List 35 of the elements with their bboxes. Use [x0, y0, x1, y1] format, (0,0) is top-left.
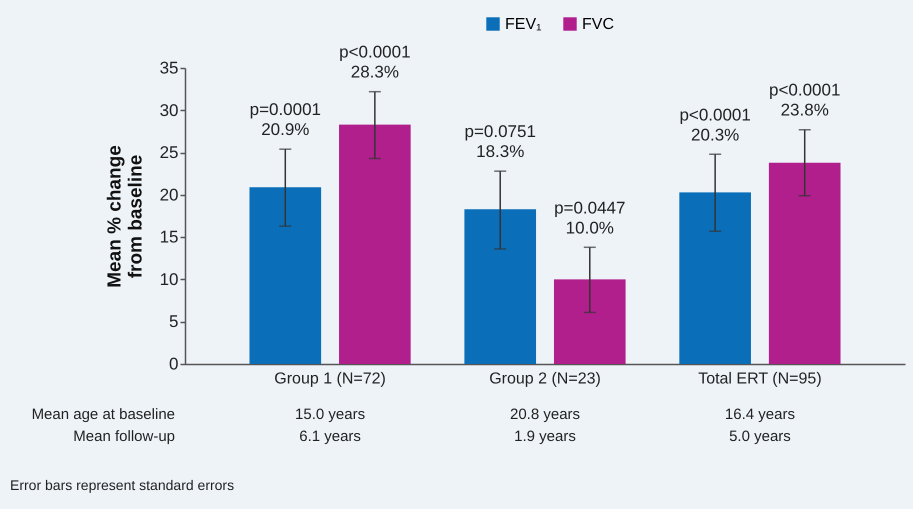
text: 1.9 years — [514, 428, 576, 445]
data-label: p<0.0001 23.8% — [769, 80, 840, 120]
text: 15.0 years — [295, 406, 366, 423]
x-tick-label: Total ERT (N=95) — [698, 370, 822, 388]
y-tick-label: 20 — [160, 185, 178, 204]
bar — [768, 162, 841, 364]
y-tick-label: 30 — [160, 100, 178, 120]
x-tick-label: Group 1 (N=72) — [274, 370, 386, 388]
x-tick-label: Group 2 (N=23) — [489, 370, 601, 388]
y-tick-label: 5 — [169, 312, 178, 332]
bar — [464, 209, 536, 364]
text: 5.0 years — [729, 428, 791, 445]
bar — [554, 279, 626, 364]
data-label: p<0.0001 20.3% — [679, 105, 751, 144]
legend-label: FVC — [582, 16, 614, 33]
data-label: p=0.0447 10.0% — [554, 198, 626, 238]
bar — [339, 124, 411, 364]
y-tick-label: 35 — [160, 58, 178, 78]
y-tick-label: 0 — [169, 354, 178, 374]
data-label: p=0.0751 18.3% — [464, 122, 536, 162]
y-axis-title: Mean % change from baseline — [104, 145, 147, 288]
y-tick-label: 10 — [160, 270, 178, 289]
text: 16.4 years — [724, 406, 795, 423]
bar — [249, 187, 322, 364]
text: Mean age at baseline — [32, 406, 175, 423]
data-label: p=0.0001 20.9% — [250, 100, 321, 140]
data-label: p<0.0001 28.3% — [339, 42, 411, 82]
y-tick-label: 25 — [160, 143, 178, 162]
y-tick-label: 15 — [160, 228, 178, 247]
legend-label: FEV₁ — [505, 16, 542, 33]
text: Mean follow-up — [73, 428, 175, 445]
bar — [679, 192, 751, 364]
text: 20.8 years — [510, 406, 580, 423]
text: Error bars represent standard errors — [10, 477, 234, 493]
text: 6.1 years — [299, 428, 361, 445]
